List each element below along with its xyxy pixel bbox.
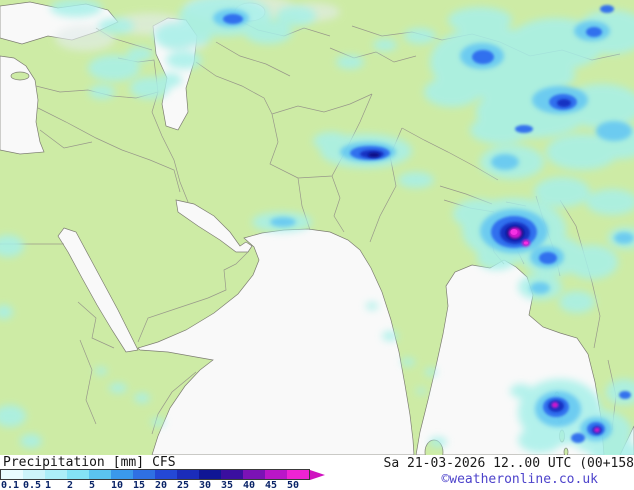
legend-cell xyxy=(155,470,177,479)
legend-cell xyxy=(67,470,89,479)
arabian-sea xyxy=(137,228,415,455)
legend-unit: [mm] xyxy=(112,455,145,470)
legend-cell xyxy=(133,470,155,479)
legend-cell xyxy=(45,470,67,479)
persian-gulf xyxy=(175,199,253,253)
legend-ticks: 0.1 0.5 1 2 5 10 15 20 25 30 35 40 45 50 xyxy=(1,480,309,490)
legend-cell xyxy=(221,470,243,479)
legend-model: CFS xyxy=(152,455,176,470)
precip-brightmagenta-layer xyxy=(510,229,528,245)
legend-tick-label: 1 xyxy=(45,480,52,490)
legend-tick-label: 40 xyxy=(243,480,256,490)
nicobar-island xyxy=(563,447,569,455)
datetime-label: Sa 21-03-2026 12..00 UTC (00+158 xyxy=(383,456,634,471)
legend-tick-label: 0.5 xyxy=(23,480,42,490)
legend-cell xyxy=(287,470,309,479)
legend-tick-label: 10 xyxy=(111,480,124,490)
map-svg xyxy=(0,0,634,455)
legend-cell xyxy=(23,470,45,479)
legend-arrow-icon xyxy=(310,469,325,480)
legend-tick-label: 15 xyxy=(133,480,146,490)
copyright-label: ©weatheronline.co.uk xyxy=(441,472,598,487)
red-sea xyxy=(57,227,139,353)
legend-tick-label: 0.1 xyxy=(1,480,20,490)
precipitation-map xyxy=(0,0,634,455)
legend-cell xyxy=(111,470,133,479)
legend-cell xyxy=(1,470,23,479)
legend-title: Precipitation [mm] CFS xyxy=(3,455,184,470)
legend-tick-label: 25 xyxy=(177,480,190,490)
legend-tick-label: 30 xyxy=(199,480,212,490)
legend-cell xyxy=(177,470,199,479)
legend-bar xyxy=(0,469,325,480)
mediterranean-sea xyxy=(0,55,45,155)
legend-cell xyxy=(89,470,111,479)
legend-tick-label: 5 xyxy=(89,480,96,490)
legend-tick-label: 45 xyxy=(265,480,278,490)
cyprus-island xyxy=(10,71,30,81)
legend-footer: Precipitation [mm] CFS 0.1 0.5 1 2 5 10 15 20 25 30… xyxy=(0,455,634,490)
legend-cell xyxy=(199,470,221,479)
legend-tick-label: 2 xyxy=(67,480,74,490)
legend-bar-cells xyxy=(0,469,310,480)
legend-tick-label: 50 xyxy=(287,480,300,490)
legend-title-text: Precipitation xyxy=(3,455,105,470)
legend-cell xyxy=(265,470,287,479)
legend-tick-label: 35 xyxy=(221,480,234,490)
legend-tick-label: 20 xyxy=(155,480,168,490)
legend-cell xyxy=(243,470,265,479)
